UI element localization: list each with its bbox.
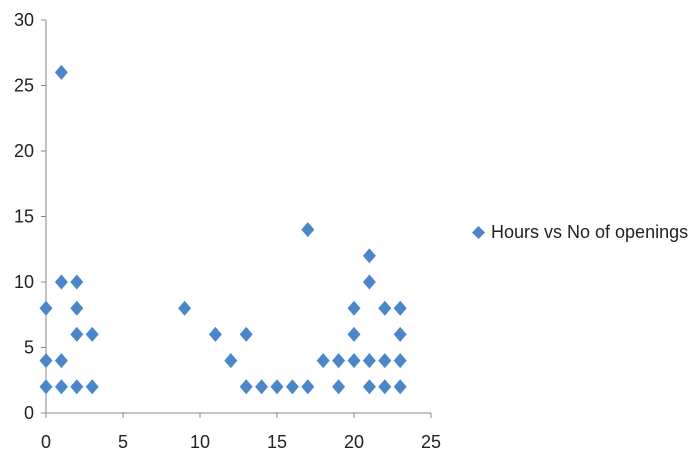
data-point — [54, 379, 68, 395]
data-point — [362, 248, 376, 264]
data-point — [332, 379, 346, 395]
data-point — [301, 379, 315, 395]
data-point — [54, 274, 68, 290]
data-point — [270, 379, 284, 395]
data-point — [70, 300, 84, 316]
data-point — [378, 300, 392, 316]
x-tick-label: 20 — [344, 432, 364, 452]
data-point — [332, 353, 346, 369]
y-tick-label: 5 — [24, 338, 34, 358]
x-tick-label: 5 — [118, 432, 128, 452]
data-point — [378, 353, 392, 369]
data-point — [255, 379, 269, 395]
legend-label: Hours vs No of openings — [491, 222, 689, 242]
data-point — [39, 379, 53, 395]
data-point — [178, 300, 192, 316]
axes — [41, 19, 432, 418]
data-point — [85, 379, 99, 395]
data-point — [347, 353, 361, 369]
data-point — [70, 326, 84, 342]
tick-labels: 0 5 10 15 20 25 30 0 5 10 15 20 25 — [14, 10, 441, 452]
data-point — [239, 326, 253, 342]
x-tick-label: 10 — [190, 432, 210, 452]
data-point — [285, 379, 299, 395]
x-tick-label: 0 — [41, 432, 51, 452]
legend: Hours vs No of openings — [472, 222, 688, 243]
data-point — [347, 300, 361, 316]
y-tick-label: 25 — [14, 76, 34, 96]
x-tick-label: 25 — [421, 432, 441, 452]
data-point — [316, 353, 330, 369]
data-point — [378, 379, 392, 395]
data-point — [85, 326, 99, 342]
data-point — [239, 379, 253, 395]
y-tick-label: 10 — [14, 272, 34, 292]
data-point — [224, 353, 238, 369]
y-tick-label: 15 — [14, 207, 34, 227]
y-tick-label: 0 — [24, 403, 34, 423]
data-point — [393, 379, 407, 395]
data-point — [393, 326, 407, 342]
data-points — [39, 64, 407, 395]
legend-diamond-icon — [472, 226, 485, 239]
y-tick-label: 20 — [14, 141, 34, 161]
y-tick-label: 30 — [14, 10, 34, 30]
data-point — [39, 300, 53, 316]
x-tick-label: 15 — [267, 432, 287, 452]
data-point — [347, 326, 361, 342]
data-point — [54, 353, 68, 369]
data-point — [301, 222, 315, 238]
data-point — [362, 379, 376, 395]
data-point — [208, 326, 222, 342]
data-point — [54, 64, 68, 80]
data-point — [362, 353, 376, 369]
data-point — [393, 300, 407, 316]
data-point — [362, 274, 376, 290]
data-point — [393, 353, 407, 369]
data-point — [70, 274, 84, 290]
data-point — [70, 379, 84, 395]
data-point — [39, 353, 53, 369]
